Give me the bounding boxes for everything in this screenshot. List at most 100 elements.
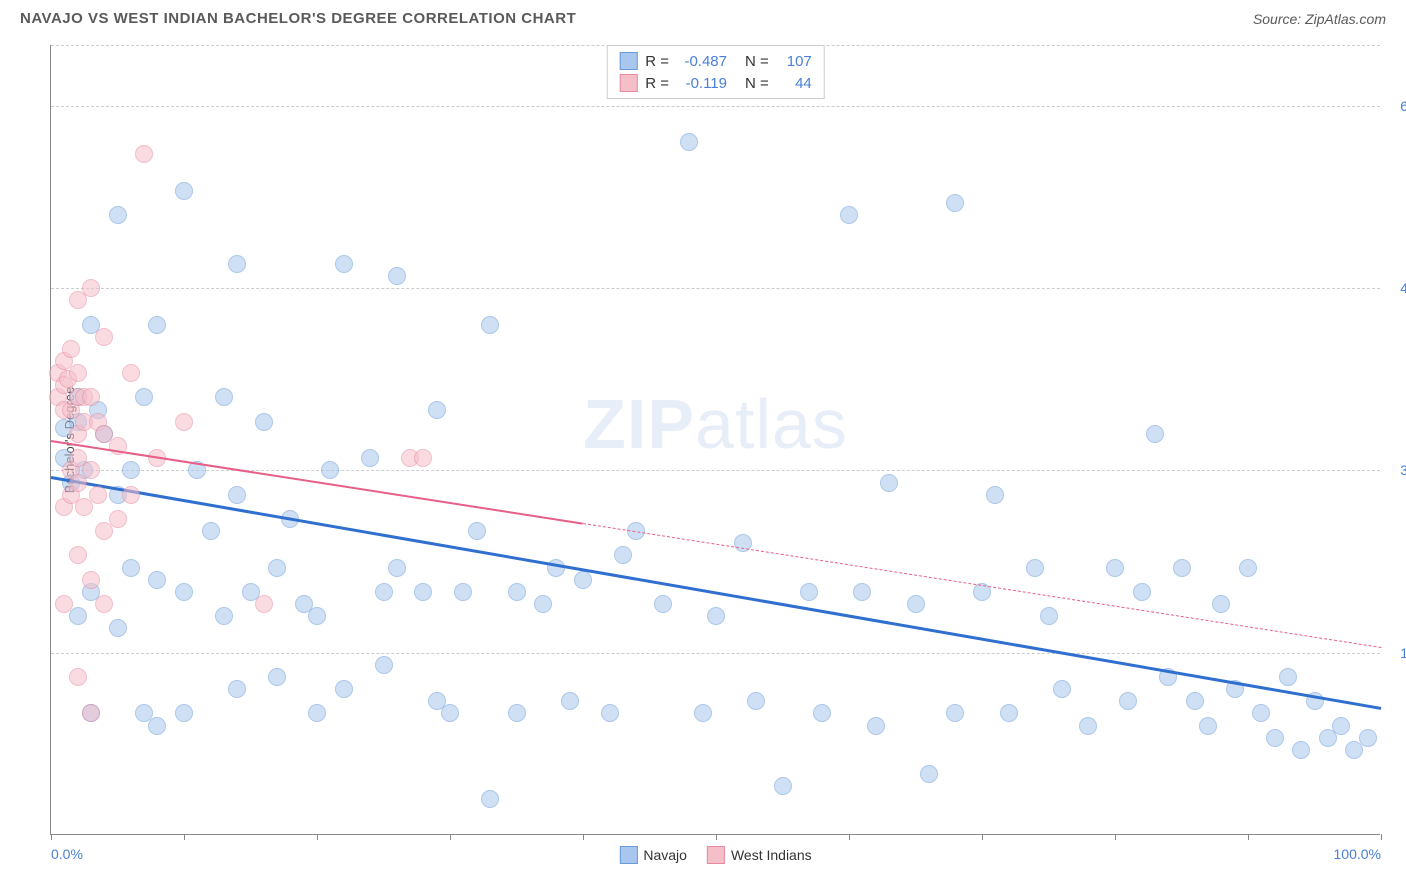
data-point — [946, 704, 964, 722]
trend-line — [583, 523, 1381, 648]
x-tick — [1248, 834, 1249, 840]
x-tick — [583, 834, 584, 840]
data-point — [82, 388, 100, 406]
data-point — [1040, 607, 1058, 625]
data-point — [547, 559, 565, 577]
legend-label: Navajo — [643, 847, 687, 863]
data-point — [135, 145, 153, 163]
data-point — [228, 680, 246, 698]
data-point — [255, 595, 273, 613]
data-point — [880, 474, 898, 492]
series-swatch — [619, 74, 637, 92]
data-point — [82, 279, 100, 297]
legend-label: West Indians — [731, 847, 812, 863]
data-point — [122, 364, 140, 382]
data-point — [268, 559, 286, 577]
data-point — [1212, 595, 1230, 613]
data-point — [148, 316, 166, 334]
data-point — [82, 461, 100, 479]
data-point — [175, 704, 193, 722]
grid-line — [51, 653, 1380, 654]
chart-container: ZIPatlas Bachelor's Degree 15.0%30.0%45.… — [50, 45, 1380, 835]
data-point — [920, 765, 938, 783]
data-point — [135, 388, 153, 406]
stats-n-value: 107 — [777, 53, 812, 70]
data-point — [388, 267, 406, 285]
grid-line — [51, 106, 1380, 107]
stats-r-label: R = — [645, 75, 669, 92]
data-point — [109, 510, 127, 528]
data-point — [561, 692, 579, 710]
data-point — [55, 595, 73, 613]
data-point — [946, 194, 964, 212]
x-tick — [184, 834, 185, 840]
data-point — [109, 619, 127, 637]
data-point — [95, 328, 113, 346]
legend-item: West Indians — [707, 846, 812, 864]
data-point — [69, 364, 87, 382]
data-point — [175, 413, 193, 431]
data-point — [228, 486, 246, 504]
data-point — [1279, 668, 1297, 686]
data-point — [89, 486, 107, 504]
x-tick — [450, 834, 451, 840]
series-swatch — [619, 52, 637, 70]
data-point — [62, 340, 80, 358]
data-point — [1106, 559, 1124, 577]
data-point — [1266, 729, 1284, 747]
data-point — [1000, 704, 1018, 722]
data-point — [82, 704, 100, 722]
data-point — [574, 571, 592, 589]
chart-title: NAVAJO VS WEST INDIAN BACHELOR'S DEGREE … — [20, 10, 576, 27]
data-point — [774, 777, 792, 795]
data-point — [335, 680, 353, 698]
data-point — [454, 583, 472, 601]
data-point — [375, 583, 393, 601]
data-point — [308, 607, 326, 625]
data-point — [907, 595, 925, 613]
data-point — [508, 704, 526, 722]
data-point — [614, 546, 632, 564]
data-point — [82, 571, 100, 589]
data-point — [1173, 559, 1191, 577]
data-point — [388, 559, 406, 577]
y-tick-label: 30.0% — [1385, 462, 1406, 478]
legend-item: Navajo — [619, 846, 687, 864]
x-tick — [1115, 834, 1116, 840]
data-point — [481, 316, 499, 334]
x-tick-label: 0.0% — [51, 846, 83, 862]
data-point — [148, 717, 166, 735]
data-point — [148, 571, 166, 589]
data-point — [1252, 704, 1270, 722]
data-point — [1146, 425, 1164, 443]
data-point — [867, 717, 885, 735]
data-point — [255, 413, 273, 431]
chart-source: Source: ZipAtlas.com — [1253, 11, 1386, 27]
y-tick-label: 45.0% — [1385, 280, 1406, 296]
data-point — [1119, 692, 1137, 710]
data-point — [840, 206, 858, 224]
plot-area: ZIPatlas Bachelor's Degree 15.0%30.0%45.… — [50, 45, 1380, 835]
stats-n-label: N = — [745, 53, 769, 70]
data-point — [1079, 717, 1097, 735]
data-point — [414, 583, 432, 601]
data-point — [228, 255, 246, 273]
data-point — [1359, 729, 1377, 747]
watermark: ZIPatlas — [583, 384, 848, 464]
stats-box: R =-0.487N =107R =-0.119N =44 — [606, 45, 825, 99]
trend-line — [51, 440, 583, 524]
data-point — [69, 546, 87, 564]
legend-swatch — [619, 846, 637, 864]
data-point — [1053, 680, 1071, 698]
data-point — [69, 668, 87, 686]
data-point — [694, 704, 712, 722]
data-point — [268, 668, 286, 686]
data-point — [707, 607, 725, 625]
legend-swatch — [707, 846, 725, 864]
data-point — [747, 692, 765, 710]
data-point — [1186, 692, 1204, 710]
data-point — [122, 486, 140, 504]
data-point — [175, 583, 193, 601]
data-point — [813, 704, 831, 722]
data-point — [109, 206, 127, 224]
